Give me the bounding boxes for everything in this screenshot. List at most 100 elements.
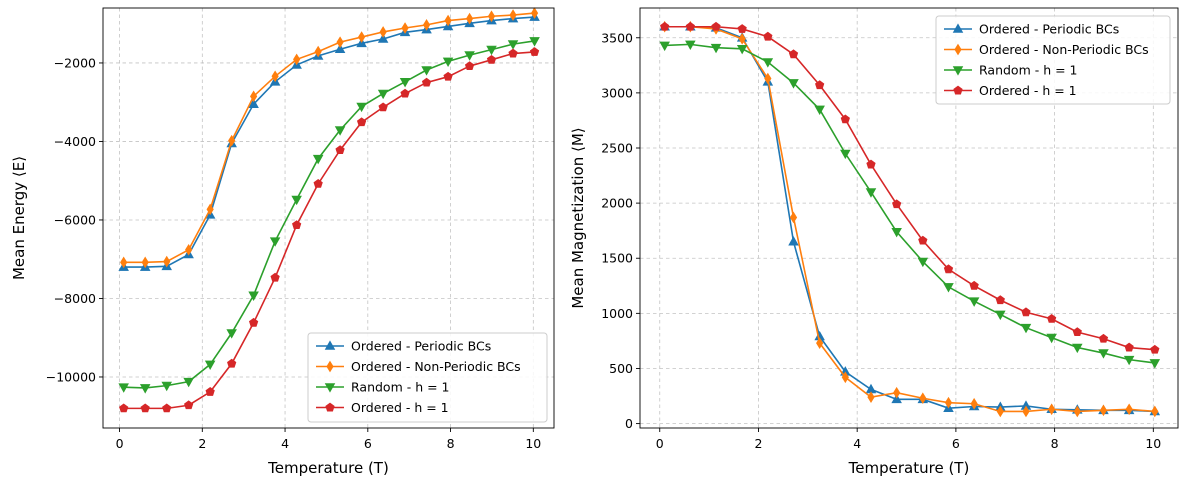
x-tick-label: 2 xyxy=(198,436,206,451)
data-point xyxy=(378,102,388,112)
x-tick-label: 4 xyxy=(281,436,289,451)
data-point xyxy=(1098,349,1109,359)
data-point xyxy=(710,43,722,54)
legend-marker xyxy=(954,43,962,56)
data-point xyxy=(1149,359,1161,369)
data-point xyxy=(866,159,876,169)
data-point xyxy=(1099,404,1108,417)
data-point xyxy=(270,272,280,282)
data-point xyxy=(205,387,215,396)
legend-label: Random - h = 1 xyxy=(979,63,1078,78)
data-point xyxy=(685,21,695,31)
data-point xyxy=(336,36,344,48)
data-point xyxy=(250,90,258,103)
data-point xyxy=(530,7,539,19)
legend-entry: Ordered - h = 1 xyxy=(316,400,449,415)
data-point xyxy=(356,117,367,127)
y-tick-label: −8000 xyxy=(54,291,96,306)
data-point xyxy=(486,45,497,56)
legend-marker xyxy=(952,23,964,33)
x-tick-label: 8 xyxy=(447,436,455,451)
data-point xyxy=(422,19,431,31)
y-axis-label: Mean Energy ⟨E⟩ xyxy=(10,156,28,280)
data-point xyxy=(119,403,129,413)
data-point xyxy=(1073,405,1081,418)
data-point xyxy=(918,235,928,245)
data-point xyxy=(507,40,519,50)
legend-entry: Ordered - h = 1 xyxy=(944,83,1077,98)
data-point xyxy=(840,149,851,160)
data-point xyxy=(1125,403,1133,416)
data-point xyxy=(377,89,389,100)
legend-entry: Random - h = 1 xyxy=(316,380,450,395)
data-point xyxy=(163,255,171,268)
data-point xyxy=(659,41,670,52)
legend-marker xyxy=(324,340,336,350)
data-point xyxy=(313,178,323,188)
data-point xyxy=(1047,313,1057,323)
data-point xyxy=(1124,342,1134,352)
legend-box xyxy=(935,15,1171,105)
legend: Ordered - Periodic BCs Ordered - Non-Peri… xyxy=(307,332,548,423)
data-point xyxy=(893,386,901,399)
data-point xyxy=(891,393,902,404)
x-tick-label: 10 xyxy=(1145,436,1161,451)
y-axis-label: Mean Magnetization ⟨M⟩ xyxy=(569,127,587,308)
data-point xyxy=(736,44,748,55)
legend-marker xyxy=(952,66,964,76)
data-point xyxy=(1098,333,1109,343)
data-point xyxy=(943,264,954,274)
x-tick-label: 2 xyxy=(754,436,762,451)
data-point xyxy=(788,236,799,246)
data-point xyxy=(291,195,302,206)
y-tick-label: 2000 xyxy=(601,196,633,211)
data-point xyxy=(919,392,927,405)
data-point xyxy=(312,154,324,165)
data-point xyxy=(140,403,150,413)
data-point xyxy=(185,243,193,256)
data-point xyxy=(892,199,902,209)
data-point xyxy=(1022,405,1030,418)
data-point xyxy=(248,291,259,301)
data-point xyxy=(840,114,850,124)
data-point xyxy=(379,26,387,38)
series-line xyxy=(123,16,535,268)
y-tick-label: 500 xyxy=(609,361,633,376)
chart-panel-2: 0 2 4 6 8 10 0 500 1000 1500 2000 2500 3000 3500 Tempe… xyxy=(569,7,1179,477)
data-point xyxy=(269,237,281,247)
data-point xyxy=(1020,323,1032,334)
series-ordered-h-1 xyxy=(119,47,540,413)
data-point xyxy=(334,126,346,136)
legend-label: Random - h = 1 xyxy=(351,380,450,395)
series-ordered-h-1 xyxy=(660,21,1160,354)
data-point xyxy=(400,88,410,98)
legend-label: Ordered - Non-Periodic BCs xyxy=(979,42,1149,57)
data-point xyxy=(314,45,322,58)
legend-entry: Ordered - Non-Periodic BCs xyxy=(944,42,1149,57)
data-point xyxy=(293,53,301,66)
data-point xyxy=(421,77,432,87)
data-point xyxy=(508,48,518,58)
data-point xyxy=(271,70,279,83)
legend-marker xyxy=(324,383,336,393)
legend-entry: Ordered - Periodic BCs xyxy=(316,339,491,354)
legend-entry: Ordered - Non-Periodic BCs xyxy=(316,359,521,374)
x-tick-label: 4 xyxy=(853,436,861,451)
data-point xyxy=(764,72,772,85)
data-point xyxy=(141,256,149,269)
data-point xyxy=(464,61,475,71)
data-point xyxy=(227,358,237,368)
legend-label: Ordered - Periodic BCs xyxy=(351,339,491,354)
data-point xyxy=(1151,405,1159,418)
data-point xyxy=(1072,327,1082,337)
data-point xyxy=(399,77,411,88)
data-point xyxy=(184,400,194,410)
data-point xyxy=(357,31,366,43)
series-ordered-non-periodic-bcs xyxy=(120,7,539,269)
x-tick-label: 0 xyxy=(656,436,664,451)
data-point xyxy=(968,297,980,307)
data-point xyxy=(816,337,824,349)
data-point xyxy=(867,391,875,403)
data-point xyxy=(1072,343,1083,354)
y-tick-label: 0 xyxy=(625,416,633,431)
